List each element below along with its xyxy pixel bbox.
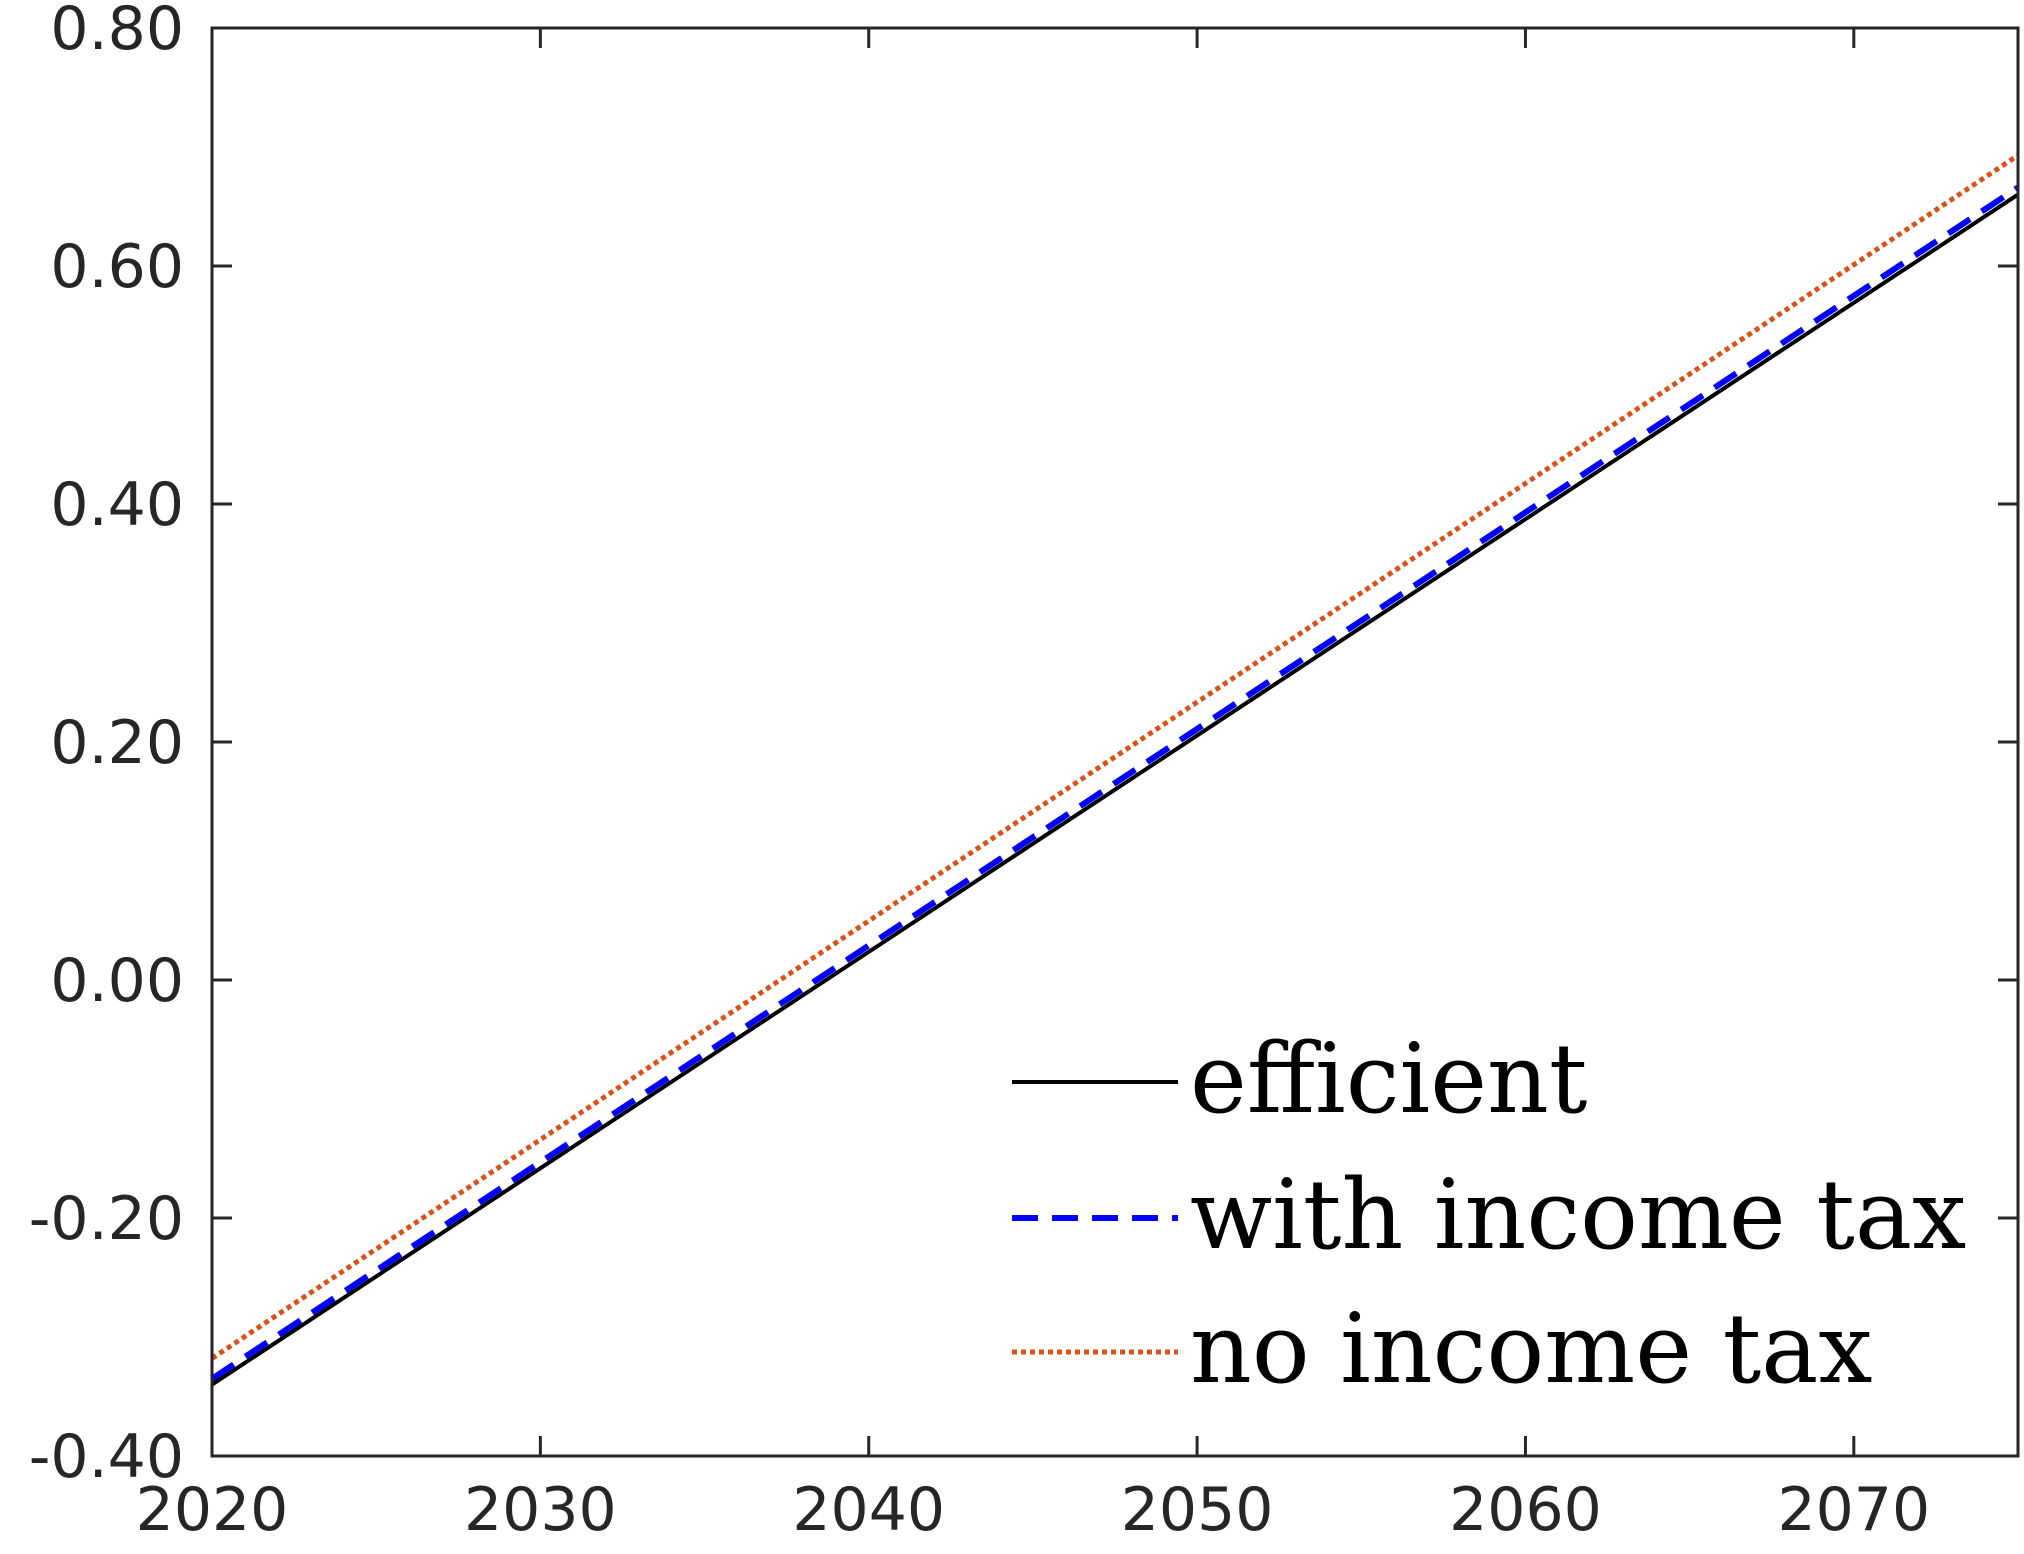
y-tick-label-1: -0.20 bbox=[29, 1184, 184, 1254]
series-line-2 bbox=[210, 153, 2020, 1361]
series-line-0 bbox=[210, 192, 2020, 1387]
y-tick-label-0: -0.40 bbox=[29, 1422, 184, 1492]
series-line-1 bbox=[210, 184, 2020, 1382]
x-tick-label-2: 2040 bbox=[792, 1475, 945, 1545]
series-lines bbox=[210, 153, 2020, 1387]
x-tick-label-5: 2070 bbox=[1777, 1475, 1930, 1545]
y-tick-label-6: 0.80 bbox=[50, 0, 184, 64]
y-tick-labels: -0.40 -0.20 0.00 0.20 0.40 0.60 0.80 bbox=[29, 0, 184, 1492]
y-tick-label-2: 0.00 bbox=[50, 946, 184, 1016]
x-tick-label-3: 2050 bbox=[1121, 1475, 1274, 1545]
plot-frame bbox=[210, 26, 2020, 1458]
x-tick-label-4: 2060 bbox=[1449, 1475, 1602, 1545]
x-tick-labels: 2020 2030 2040 2050 2060 2070 bbox=[136, 1475, 1931, 1545]
y-tick-label-3: 0.20 bbox=[50, 708, 184, 778]
x-tick-label-1: 2030 bbox=[464, 1475, 617, 1545]
y-tick-label-5: 0.60 bbox=[50, 232, 184, 302]
legend: efficient with income tax no income tax bbox=[1012, 1023, 1966, 1405]
legend-label-0: efficient bbox=[1190, 1023, 1587, 1135]
y-tick-label-4: 0.40 bbox=[50, 470, 184, 540]
x-tick-label-0: 2020 bbox=[136, 1475, 289, 1545]
legend-label-1: with income tax bbox=[1190, 1159, 1966, 1271]
legend-label-2: no income tax bbox=[1190, 1293, 1873, 1405]
